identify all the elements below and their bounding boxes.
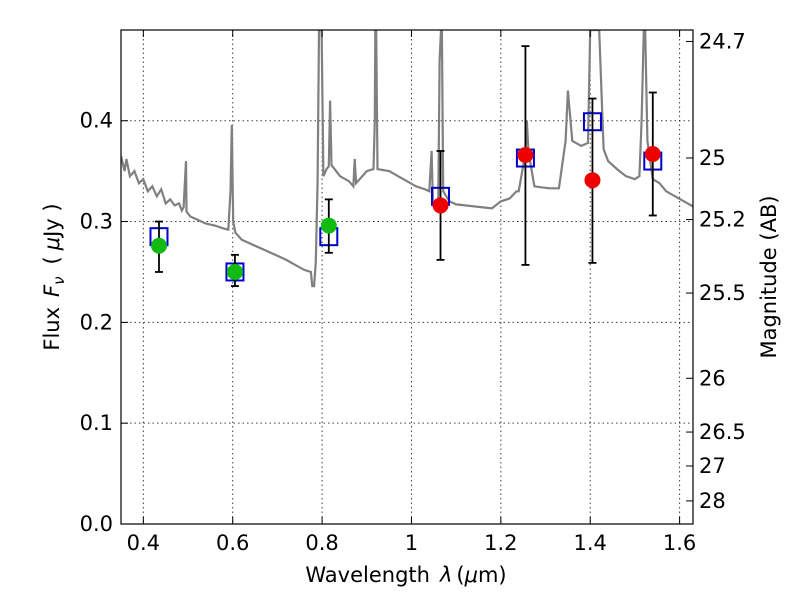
x-tick-label: 0.6 (216, 531, 249, 555)
x-axis-label: Wavelength λ (μm) (305, 563, 506, 587)
y-tick-label: 0.1 (80, 411, 113, 435)
y-tick-label: 0.0 (80, 512, 113, 536)
measured-point (432, 197, 449, 214)
x-axis-ticks: 0.4 0.6 0.8 1 1.2 1.4 1.6 (127, 30, 696, 555)
magnitude-tick-label: 28 (699, 489, 726, 513)
magnitude-axis-ticks: 24.7 25 25.2 25.5 26 26.5 27 28 (686, 29, 746, 513)
y-axis-ticks: 0.0 0.1 0.2 0.3 0.4 (80, 109, 128, 536)
magnitude-tick-label: 25.2 (699, 208, 746, 232)
x-tick-label: 0.8 (305, 531, 338, 555)
plot-area (121, 30, 693, 288)
x-tick-label: 1.4 (574, 531, 607, 555)
y-tick-label: 0.3 (80, 210, 113, 234)
x-tick-label: 1 (405, 531, 418, 555)
measured-point (226, 263, 243, 280)
measured-points (150, 146, 661, 280)
magnitude-tick-label: 26 (699, 366, 726, 390)
x-tick-label: 0.4 (127, 531, 160, 555)
plot-frame (120, 29, 694, 525)
magnitude-tick-label: 25 (699, 146, 726, 170)
magnitude-axis-label: Magnitude (AB) (757, 195, 781, 358)
x-tick-label: 1.2 (484, 531, 517, 555)
magnitude-tick-label: 25.5 (699, 281, 746, 305)
grid-lines (121, 30, 693, 524)
magnitude-tick-label: 27 (699, 454, 726, 478)
measured-point (517, 147, 534, 164)
y-tick-label: 0.2 (80, 310, 113, 334)
model-squares (149, 112, 663, 282)
measured-point (150, 237, 167, 254)
measured-point (320, 217, 337, 234)
y-axis-label: FluxFν(μJy ) (40, 203, 68, 350)
magnitude-tick-label: 26.5 (699, 420, 746, 444)
measured-point (584, 172, 601, 189)
measured-point (644, 146, 661, 163)
template-spectrum-line (121, 30, 693, 288)
magnitude-tick-label: 24.7 (699, 29, 746, 53)
y-tick-label: 0.4 (80, 109, 113, 133)
x-tick-label: 1.6 (663, 531, 696, 555)
